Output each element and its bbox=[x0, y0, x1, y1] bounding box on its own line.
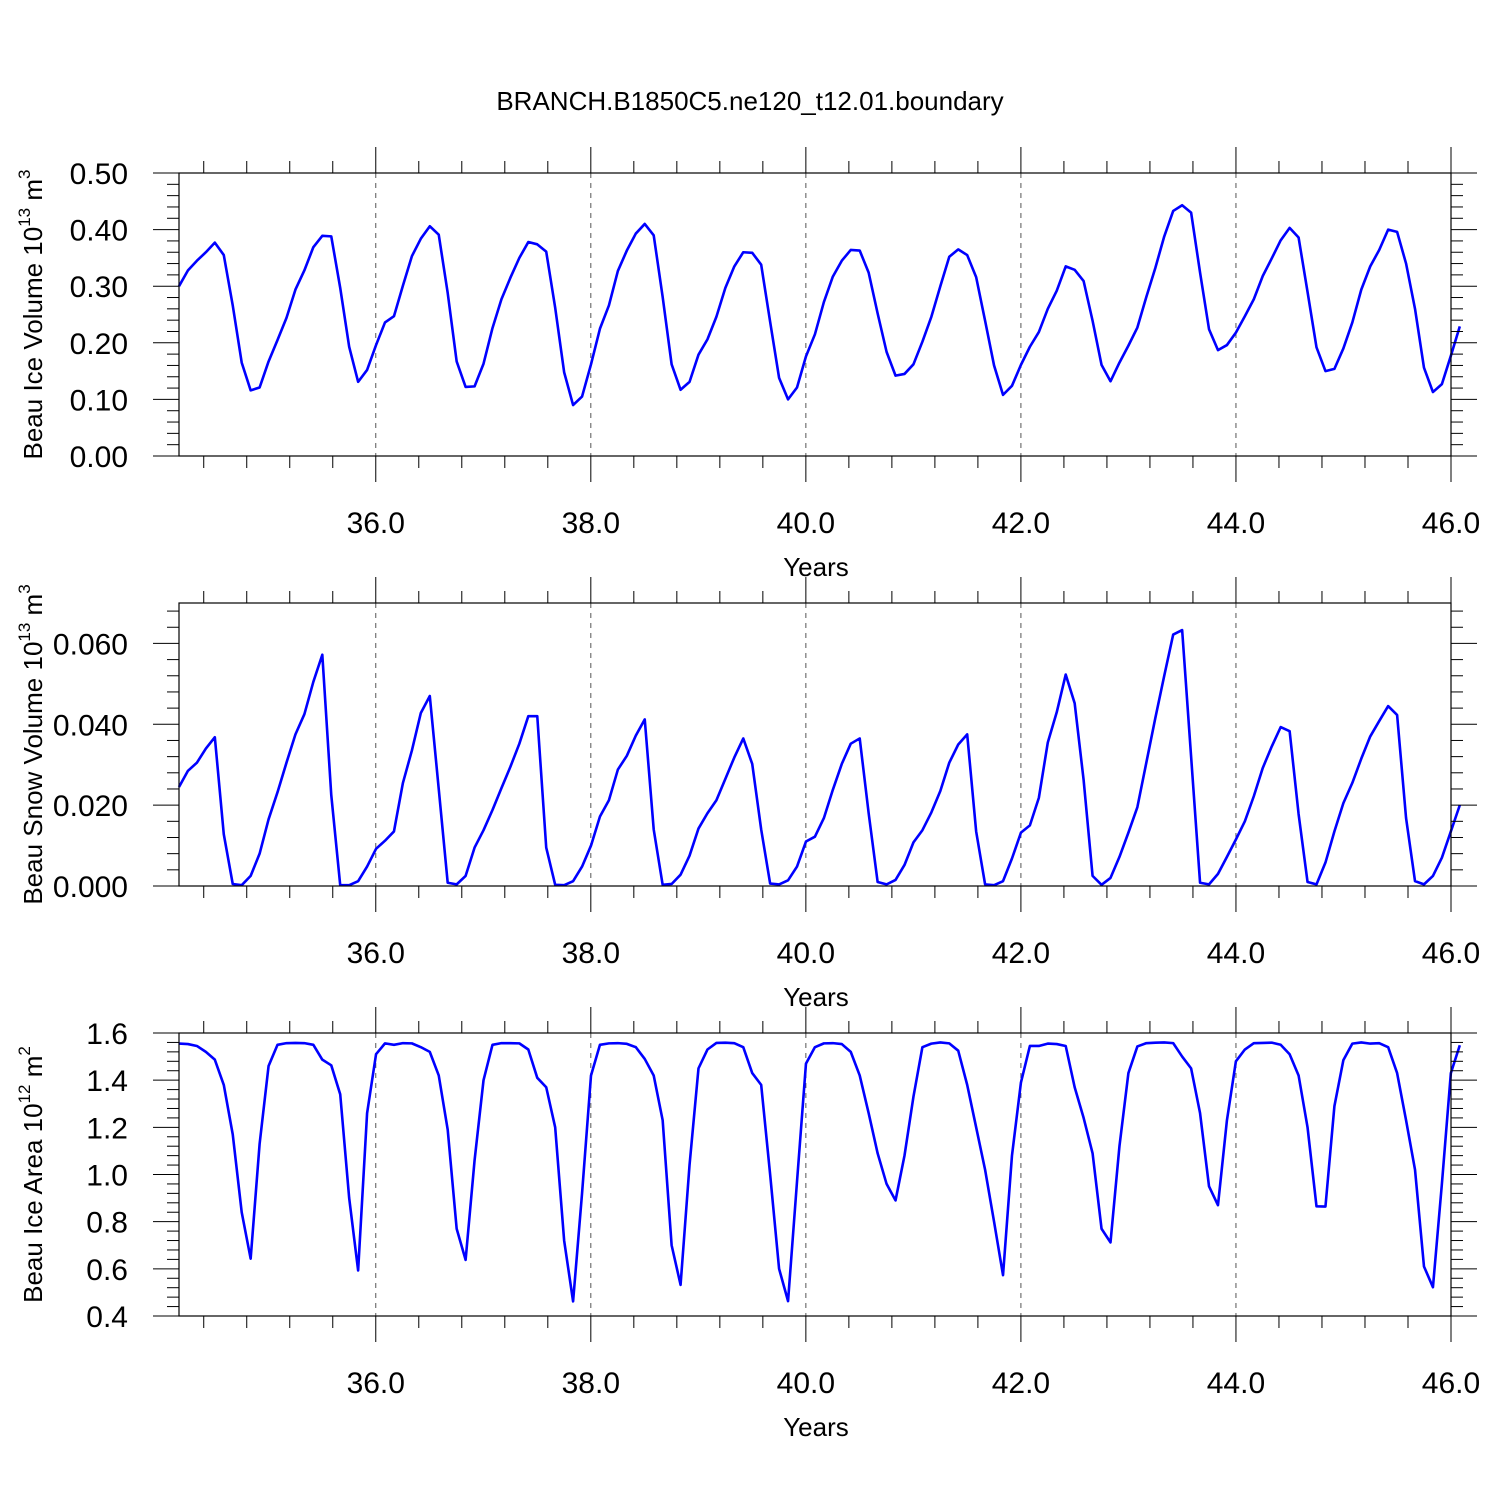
y-axis-title: Beau Ice Volume 1013 m3 bbox=[15, 170, 48, 460]
y-axis-title: Beau Ice Area 1012 m2 bbox=[15, 1046, 48, 1303]
x-tick-label-40.0: 40.0 bbox=[777, 1367, 835, 1400]
y-tick-label-1.4: 1.4 bbox=[86, 1065, 128, 1098]
x-tick-label-44.0: 44.0 bbox=[1207, 1367, 1265, 1400]
y-tick-label-1.0: 1.0 bbox=[86, 1160, 128, 1193]
x-axis-title: Years bbox=[783, 552, 849, 582]
plot-frame bbox=[178, 602, 1452, 887]
y-axis-title-exponent: 12 bbox=[15, 1084, 34, 1103]
x-tick-label-46.0: 46.0 bbox=[1422, 937, 1480, 970]
y-axis-title-exponent: 13 bbox=[15, 623, 34, 642]
y-tick-label-1.6: 1.6 bbox=[86, 1018, 128, 1051]
x-tick-label-46.0: 46.0 bbox=[1422, 1367, 1480, 1400]
x-tick-label-42.0: 42.0 bbox=[992, 937, 1050, 970]
y-tick-label-0.040: 0.040 bbox=[53, 709, 128, 742]
y-axis-title-exponent: 13 bbox=[15, 208, 34, 227]
y-tick-label-0.060: 0.060 bbox=[53, 628, 128, 661]
y-tick-label-0.20: 0.20 bbox=[70, 328, 128, 361]
page-title: BRANCH.B1850C5.ne120_t12.01.boundary bbox=[496, 86, 1003, 116]
y-tick-label-0.10: 0.10 bbox=[70, 384, 128, 417]
y-tick-label-0.50: 0.50 bbox=[70, 158, 128, 191]
chart-panel-3: 36.0 38.0 40.0 42.0 44.0 46.0 0.4 0.6 0.8 1.0 1.2 1… bbox=[15, 1007, 1480, 1442]
plot-frame bbox=[178, 172, 1452, 457]
y-tick-label-0.6: 0.6 bbox=[86, 1254, 128, 1287]
y-axis-title-unit: m bbox=[18, 1056, 48, 1085]
y-axis-title-unit-exponent: 3 bbox=[15, 584, 34, 593]
y-axis-title-main: Beau Ice Area 10 bbox=[18, 1103, 48, 1302]
y-tick-label-0.020: 0.020 bbox=[53, 790, 128, 823]
y-axis-title-main: Beau Snow Volume 10 bbox=[18, 642, 48, 905]
plot-frame bbox=[178, 1032, 1452, 1317]
y-axis-title-unit: m bbox=[18, 594, 48, 623]
series-line bbox=[178, 1041, 1462, 1303]
y-tick-label-0.30: 0.30 bbox=[70, 271, 128, 304]
x-tick-label-36.0: 36.0 bbox=[347, 507, 405, 540]
x-tick-label-38.0: 38.0 bbox=[562, 507, 620, 540]
y-axis-title-unit: m bbox=[18, 179, 48, 208]
x-axis-title: Years bbox=[783, 982, 849, 1012]
y-tick-label-0.000: 0.000 bbox=[53, 871, 128, 904]
x-tick-label-40.0: 40.0 bbox=[777, 937, 835, 970]
x-tick-label-36.0: 36.0 bbox=[347, 1367, 405, 1400]
y-tick-label-0.00: 0.00 bbox=[70, 441, 128, 474]
x-tick-label-38.0: 38.0 bbox=[562, 937, 620, 970]
y-axis-title-unit-exponent: 3 bbox=[15, 170, 34, 179]
y-tick-label-0.4: 0.4 bbox=[86, 1301, 128, 1334]
y-tick-label-0.8: 0.8 bbox=[86, 1207, 128, 1240]
x-tick-label-38.0: 38.0 bbox=[562, 1367, 620, 1400]
x-tick-label-36.0: 36.0 bbox=[347, 937, 405, 970]
y-tick-label-0.40: 0.40 bbox=[70, 215, 128, 248]
x-tick-label-42.0: 42.0 bbox=[992, 1367, 1050, 1400]
x-tick-label-40.0: 40.0 bbox=[777, 507, 835, 540]
x-axis-title: Years bbox=[783, 1412, 849, 1442]
chart-panel-1: 36.0 38.0 40.0 42.0 44.0 46.0 0.00 0.10 0.20 0.30… bbox=[15, 147, 1480, 582]
x-tick-label-44.0: 44.0 bbox=[1207, 937, 1265, 970]
x-tick-label-42.0: 42.0 bbox=[992, 507, 1050, 540]
y-axis-title: Beau Snow Volume 1013 m3 bbox=[15, 584, 48, 904]
series-line bbox=[177, 628, 1462, 887]
y-axis-title-unit-exponent: 2 bbox=[15, 1046, 34, 1055]
y-axis-title-main: Beau Ice Volume 10 bbox=[18, 227, 48, 460]
chart-panel-2: 36.0 38.0 40.0 42.0 44.0 46.0 0.000 0.020 0.040 0… bbox=[15, 577, 1480, 1012]
y-tick-label-1.2: 1.2 bbox=[86, 1112, 128, 1145]
series-line bbox=[177, 203, 1462, 407]
x-tick-label-46.0: 46.0 bbox=[1422, 507, 1480, 540]
x-tick-label-44.0: 44.0 bbox=[1207, 507, 1265, 540]
